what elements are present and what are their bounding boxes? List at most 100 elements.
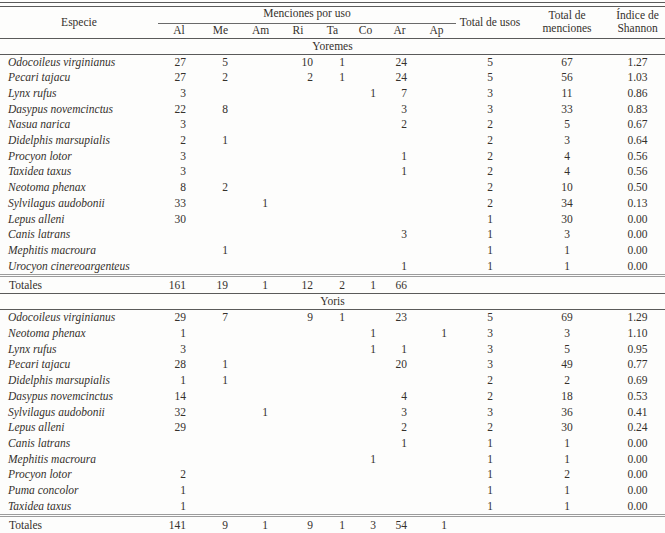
- cell-am: 1: [241, 196, 280, 212]
- totals-cell-empty: [524, 516, 610, 533]
- cell-ta: [316, 133, 349, 149]
- cell-ri: [280, 389, 316, 405]
- cell-me: [200, 326, 241, 342]
- cell-menciones: 30: [524, 420, 610, 436]
- cell-ri: 9: [280, 310, 316, 326]
- cell-ar: [382, 499, 417, 516]
- table-row: Procyon lotor31240.56: [0, 149, 665, 165]
- cell-ta: [316, 499, 349, 516]
- cell-usos: 5: [456, 54, 524, 70]
- column-header-ap: Ap: [417, 23, 456, 38]
- column-header-ar: Ar: [382, 23, 417, 38]
- cell-ri: [280, 259, 316, 276]
- cell-menciones: 30: [524, 212, 610, 228]
- cell-usos: 1: [456, 499, 524, 516]
- cell-menciones: 56: [524, 70, 610, 86]
- cell-ar: [382, 243, 417, 259]
- species-name: Canis latrans: [0, 436, 158, 452]
- cell-menciones: 34: [524, 196, 610, 212]
- cell-am: [241, 373, 280, 389]
- table-row: Urocyon cinereoargenteus1110.00: [0, 259, 665, 276]
- cell-menciones: 5: [524, 117, 610, 133]
- cell-ri: [280, 227, 316, 243]
- cell-am: [241, 357, 280, 373]
- column-header-ri: Ri: [280, 23, 316, 38]
- totals-cell-ar: 66: [382, 276, 417, 294]
- column-header-al: Al: [158, 23, 200, 38]
- cell-ar: [382, 326, 417, 342]
- cell-ar: 4: [382, 389, 417, 405]
- cell-al: 27: [158, 54, 200, 70]
- species-name: Lepus alleni: [0, 212, 158, 228]
- cell-ar: 3: [382, 102, 417, 118]
- section-row: Yoremes: [0, 38, 665, 54]
- cell-me: [200, 342, 241, 358]
- cell-co: [349, 54, 382, 70]
- cell-ri: [280, 212, 316, 228]
- table-row: Puma concolor1110.00: [0, 483, 665, 499]
- species-name: Pecari tajacu: [0, 357, 158, 373]
- cell-co: [349, 310, 382, 326]
- column-header-total-usos: Total de usos: [456, 7, 524, 39]
- cell-al: [158, 259, 200, 276]
- table-row: Dasypus novemcinctus1442180.53: [0, 389, 665, 405]
- column-header-indice-shannon: Índice de Shannon: [610, 7, 665, 39]
- cell-usos: 1: [456, 259, 524, 276]
- cell-usos: 1: [456, 227, 524, 243]
- cell-me: 2: [200, 180, 241, 196]
- cell-al: 1: [158, 483, 200, 499]
- table-row: Neotoma phenax822100.50: [0, 180, 665, 196]
- cell-al: 8: [158, 180, 200, 196]
- cell-usos: 3: [456, 357, 524, 373]
- cell-am: [241, 452, 280, 468]
- cell-ar: 1: [382, 164, 417, 180]
- cell-ri: [280, 373, 316, 389]
- cell-shannon: 0.00: [610, 212, 665, 228]
- table-row: Didelphis marsupialis21230.64: [0, 133, 665, 149]
- column-header-ta: Ta: [316, 23, 349, 38]
- cell-co: [349, 499, 382, 516]
- totals-cell-ri: 12: [280, 276, 316, 294]
- cell-usos: 2: [456, 196, 524, 212]
- cell-ar: 1: [382, 149, 417, 165]
- species-name: Canis latrans: [0, 227, 158, 243]
- cell-co: [349, 227, 382, 243]
- cell-shannon: 0.00: [610, 436, 665, 452]
- cell-usos: 2: [456, 420, 524, 436]
- cell-al: 3: [158, 342, 200, 358]
- cell-co: [349, 70, 382, 86]
- totals-cell-am: 1: [241, 516, 280, 533]
- cell-co: [349, 357, 382, 373]
- table-row: Mephitis macroura1110.00: [0, 452, 665, 468]
- cell-ar: [382, 180, 417, 196]
- cell-shannon: 0.41: [610, 405, 665, 421]
- cell-ap: [417, 180, 456, 196]
- cell-ap: [417, 499, 456, 516]
- cell-ta: 1: [316, 70, 349, 86]
- cell-menciones: 2: [524, 373, 610, 389]
- cell-ta: [316, 86, 349, 102]
- cell-co: [349, 212, 382, 228]
- cell-ap: [417, 373, 456, 389]
- cell-al: 27: [158, 70, 200, 86]
- cell-ta: [316, 117, 349, 133]
- cell-ri: [280, 149, 316, 165]
- totals-cell-ap: [417, 276, 456, 294]
- cell-shannon: 0.00: [610, 227, 665, 243]
- species-name: Procyon lotor: [0, 149, 158, 165]
- cell-ap: [417, 405, 456, 421]
- table-header: Especie Menciones por uso Total de usos …: [0, 7, 665, 39]
- cell-ri: [280, 326, 316, 342]
- cell-usos: 2: [456, 180, 524, 196]
- table-row: Lepus alleni301300.00: [0, 212, 665, 228]
- totals-cell-ap: 1: [417, 516, 456, 533]
- cell-al: 1: [158, 373, 200, 389]
- cell-ri: [280, 196, 316, 212]
- cell-co: [349, 180, 382, 196]
- cell-shannon: 0.56: [610, 164, 665, 180]
- cell-me: [200, 259, 241, 276]
- cell-me: 1: [200, 357, 241, 373]
- cell-me: 8: [200, 102, 241, 118]
- cell-co: [349, 117, 382, 133]
- species-uses-table: Especie Menciones por uso Total de usos …: [0, 6, 665, 533]
